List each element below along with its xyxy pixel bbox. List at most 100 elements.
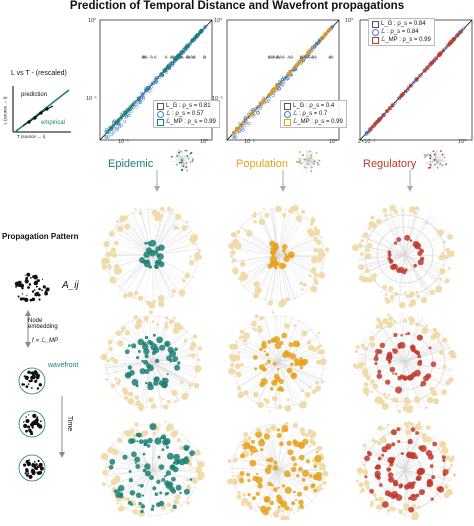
active-node (298, 454, 305, 461)
network-edge (277, 241, 325, 256)
thumbnail-node (436, 166, 439, 169)
peripheral-node (130, 429, 135, 434)
network-edge (151, 469, 178, 511)
scatter-point-lg (272, 54, 276, 59)
scatter-point-lmp (326, 29, 330, 33)
peripheral-node (235, 371, 242, 378)
peripheral-node (108, 265, 112, 269)
peripheral-node (105, 378, 109, 381)
p2-ytick-mid: 10⁻¹ (212, 96, 223, 102)
active-node (296, 474, 300, 478)
active-node (385, 379, 391, 385)
active-node (156, 479, 161, 484)
peripheral-node (124, 395, 129, 400)
scatter-point-lmp (323, 33, 327, 37)
network-edge (404, 361, 427, 406)
thumbnail-edge (434, 154, 445, 161)
scatter-point-l (232, 135, 237, 139)
network-edge (404, 214, 432, 256)
peripheral-node (448, 250, 455, 257)
peripheral-node (154, 215, 160, 221)
network-edge (151, 210, 171, 256)
active-node (397, 440, 401, 443)
active-node (408, 496, 412, 501)
network-edge (404, 444, 447, 471)
network-edge (388, 254, 406, 301)
scatter-point-lg (189, 54, 194, 59)
peripheral-node (363, 480, 370, 486)
figure-title: Prediction of Temporal Distance and Wave… (69, 0, 405, 12)
peripheral-node (415, 206, 420, 211)
active-node (294, 499, 297, 502)
thumbnail-edge (180, 155, 183, 161)
p3-xtick-1: 2×10⁻¹ (358, 139, 376, 145)
scatter-point-lmp (328, 27, 332, 32)
peripheral-node (394, 209, 399, 214)
network-node (24, 472, 27, 475)
peripheral-node (187, 354, 190, 357)
network-edge (243, 361, 279, 396)
peripheral-node (313, 247, 318, 253)
peripheral-node (244, 229, 247, 232)
peripheral-node (380, 436, 387, 444)
thumbnail-edge (434, 157, 441, 161)
active-node (119, 492, 123, 497)
active-node (249, 459, 257, 467)
scatter-point-lmp (112, 124, 116, 128)
peripheral-node (117, 437, 123, 443)
scatter-point-lmp (167, 64, 171, 68)
thumbnail-edge (306, 159, 309, 172)
network-edge (277, 426, 298, 471)
peripheral-node (415, 290, 419, 293)
scatter-point-lg (186, 54, 191, 59)
active-node (173, 453, 180, 461)
active-node (401, 452, 404, 455)
peripheral-node (165, 316, 168, 320)
active-node (143, 359, 149, 365)
network-edge (404, 344, 450, 363)
peripheral-node (230, 254, 234, 258)
network-node (23, 421, 25, 423)
active-node (279, 441, 284, 447)
network-node (30, 432, 34, 436)
active-node (268, 457, 274, 463)
active-node (420, 384, 423, 387)
network-edge (230, 254, 279, 263)
active-node (376, 475, 381, 480)
scatter-point-lmp (368, 128, 372, 132)
legend-p2-row-lmp: ℒ_MP : ρ_s = 0.99 (284, 118, 343, 126)
scatter-point-lmp (137, 96, 141, 100)
square-marker-icon (372, 36, 379, 44)
active-node (415, 476, 420, 481)
network-edge (404, 361, 425, 406)
active-node (113, 489, 118, 494)
network-edge (402, 206, 406, 256)
network-edge (151, 361, 188, 396)
active-node (183, 488, 190, 495)
peripheral-node (389, 204, 397, 212)
peripheral-node (357, 243, 363, 248)
thumbnail-node (185, 166, 188, 168)
thumbnail-edge (180, 159, 183, 167)
network-edge (365, 254, 406, 283)
peripheral-node (386, 508, 391, 513)
peripheral-node (240, 362, 244, 367)
network-node (24, 375, 26, 378)
peripheral-node (164, 321, 168, 326)
peripheral-node (409, 299, 417, 306)
active-node (117, 484, 125, 492)
peripheral-node (240, 261, 246, 267)
active-node (162, 436, 166, 439)
network-node (24, 279, 29, 284)
peripheral-node (403, 318, 407, 323)
thumbnail-edge (307, 159, 312, 166)
peripheral-node (150, 403, 157, 409)
scatter-point-l (154, 80, 158, 84)
peripheral-node (179, 292, 184, 297)
thumbnail-node (181, 159, 183, 161)
active-node (263, 495, 271, 503)
peripheral-node (441, 447, 449, 454)
scatter-point-lmp (378, 117, 382, 121)
thumbnail-edge (434, 150, 437, 161)
scatter-point-lg (289, 54, 294, 59)
